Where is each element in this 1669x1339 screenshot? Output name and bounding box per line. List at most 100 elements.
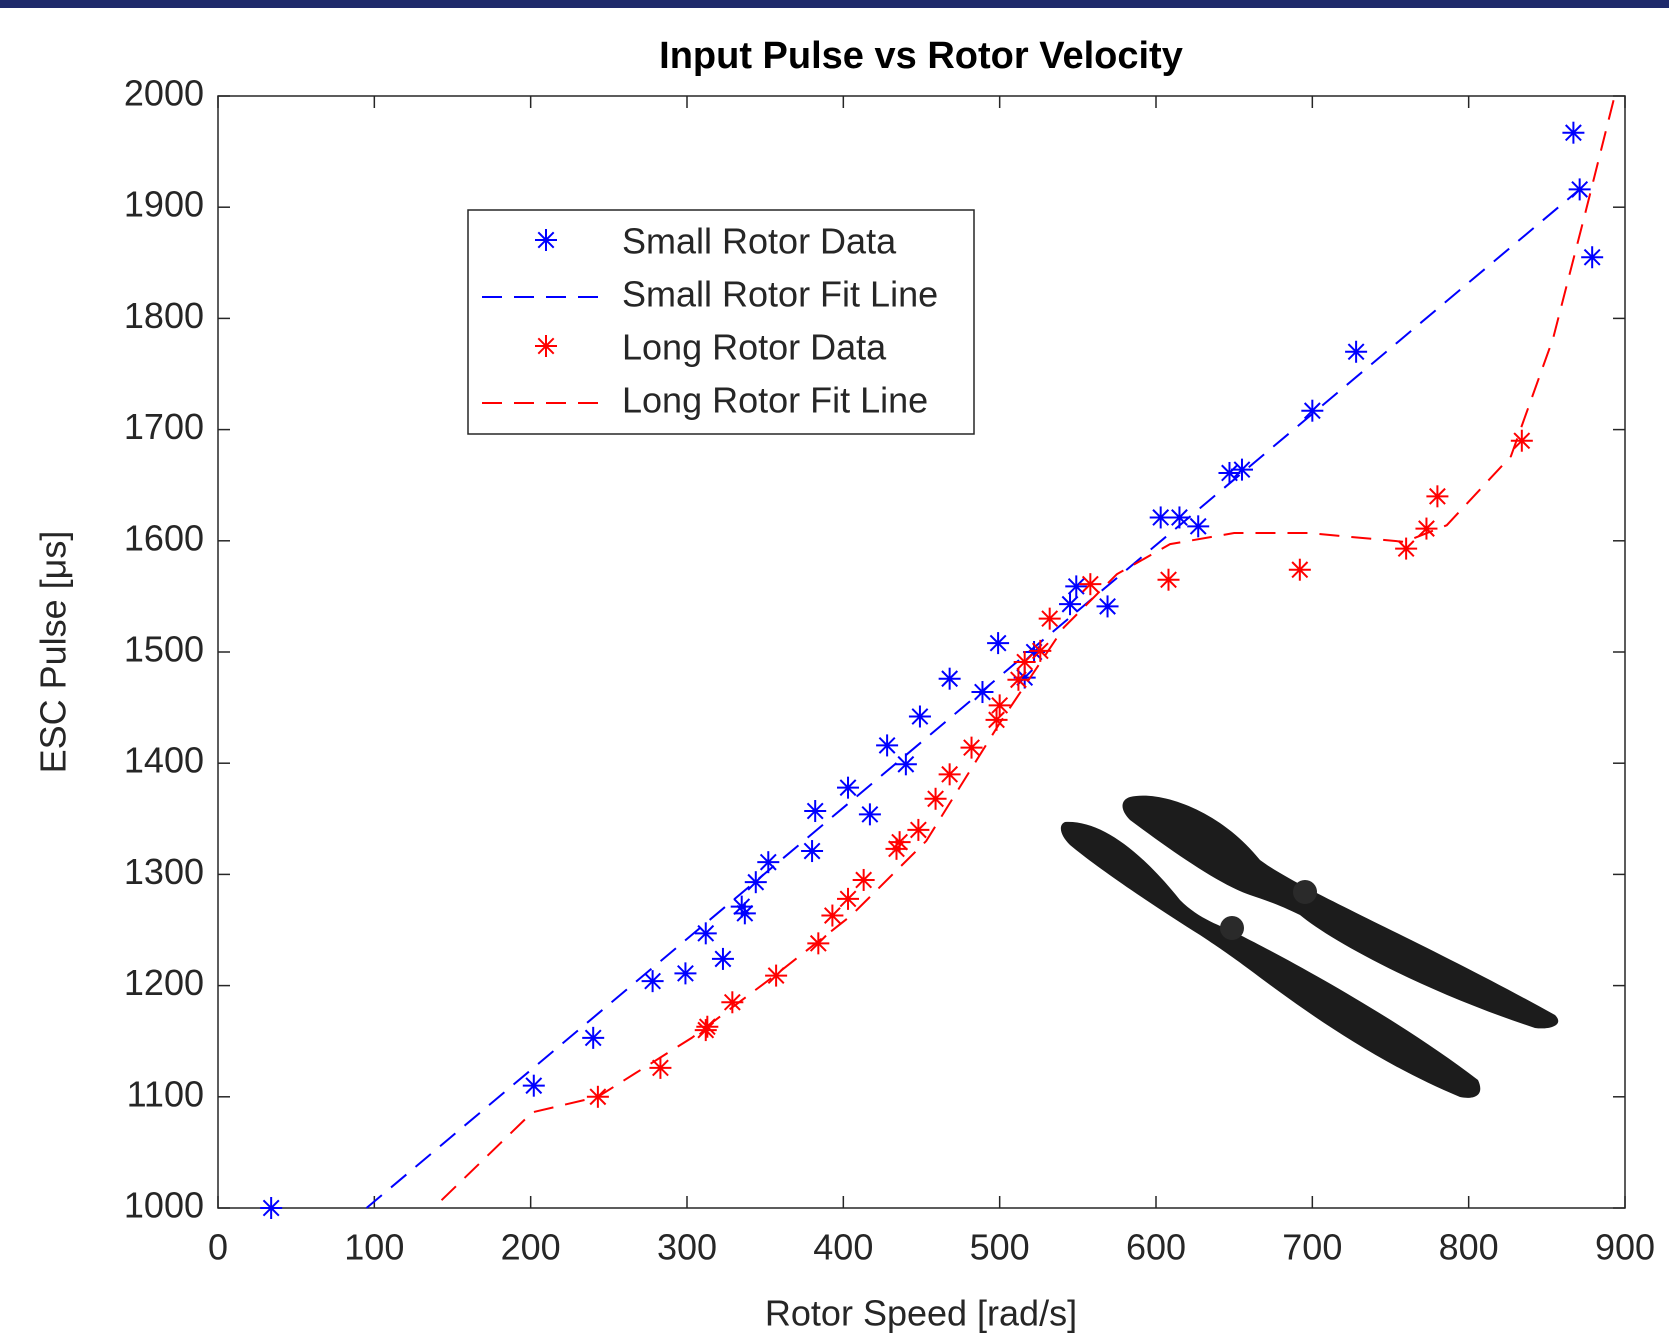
top-bar (0, 0, 1669, 8)
marker-stroke (697, 1021, 715, 1039)
y-axis-label: ESC Pulse [μs] (33, 531, 74, 774)
data-point (876, 734, 899, 757)
data-point (674, 962, 697, 985)
marker-stroke (809, 934, 827, 952)
data-point (1345, 340, 1368, 363)
marker-stroke (1347, 343, 1365, 361)
x-tick-label: 900 (1595, 1227, 1655, 1268)
propeller-image (1060, 795, 1559, 1098)
marker-stroke (806, 802, 824, 820)
data-point (733, 902, 756, 925)
marker-stroke (677, 964, 694, 982)
marker-stroke (927, 790, 944, 808)
marker-stroke (839, 779, 857, 797)
marker-stroke (584, 1029, 602, 1047)
marker-stroke (262, 1199, 280, 1217)
data-point (858, 803, 881, 826)
data-point (852, 868, 875, 891)
y-tick-label: 1000 (124, 1185, 204, 1226)
marker-stroke (891, 833, 909, 851)
marker-stroke (1160, 571, 1177, 589)
data-point (1426, 485, 1449, 508)
y-tick-label: 1800 (124, 295, 204, 336)
data-point (1157, 568, 1180, 591)
marker-stroke (723, 993, 741, 1011)
y-tick-label: 2000 (124, 73, 204, 114)
marker-stroke (1099, 598, 1116, 615)
marker-stroke (1233, 461, 1251, 479)
data-point (938, 763, 961, 786)
data-point (837, 776, 860, 799)
marker-stroke (897, 755, 915, 773)
marker-stroke (1016, 653, 1034, 671)
marker-stroke (697, 924, 715, 942)
y-tick-label: 1400 (124, 740, 204, 781)
marker-stroke (1171, 509, 1188, 526)
marker-stroke (1291, 561, 1309, 579)
x-tick-label: 500 (970, 1227, 1030, 1268)
y-tick-label: 1200 (124, 962, 204, 1003)
data-point (1096, 595, 1119, 618)
marker-stroke (1303, 402, 1321, 420)
y-tick-label: 1300 (124, 851, 204, 892)
marker-stroke (1010, 671, 1027, 689)
legend-label: Long Rotor Fit Line (622, 380, 928, 421)
data-point (804, 800, 827, 823)
data-point (894, 753, 917, 776)
marker-stroke (803, 842, 821, 860)
data-point (1013, 651, 1036, 674)
data-point (1065, 575, 1088, 598)
marker-stroke (736, 904, 754, 922)
data-point (522, 1074, 545, 1097)
data-point (765, 964, 788, 987)
data-point (907, 818, 930, 841)
y-tick-label: 1900 (124, 184, 204, 225)
data-point (1562, 121, 1585, 144)
marker-stroke (1583, 248, 1601, 266)
y-tick-label: 1600 (124, 517, 204, 558)
x-tick-label: 300 (657, 1227, 717, 1268)
data-point (807, 932, 830, 955)
data-point (694, 922, 717, 945)
marker-stroke (1513, 432, 1531, 450)
marker-stroke (733, 898, 751, 916)
marker-stroke (759, 853, 777, 871)
data-point (641, 970, 664, 993)
legend-label: Small Rotor Fit Line (622, 274, 938, 315)
data-point (960, 736, 983, 759)
marker-stroke (1067, 577, 1085, 595)
data-point (582, 1026, 605, 1049)
legend-label: Long Rotor Data (622, 327, 887, 368)
marker-stroke (839, 890, 857, 908)
y-tick-label: 1100 (127, 1073, 204, 1114)
x-tick-label: 100 (344, 1227, 404, 1268)
marker-stroke (989, 634, 1007, 652)
marker-stroke (644, 972, 662, 990)
marker-stroke (911, 708, 929, 725)
marker-stroke (1221, 464, 1238, 482)
data-point (1149, 506, 1172, 529)
data-point (1230, 458, 1253, 481)
marker-stroke (537, 231, 555, 249)
x-tick-label: 400 (813, 1227, 873, 1268)
marker-stroke (1041, 610, 1059, 628)
marker-stroke (991, 696, 1009, 714)
data-point (694, 1019, 717, 1042)
marker-stroke (652, 1059, 669, 1077)
marker-stroke (861, 805, 879, 823)
y-tick-label: 1500 (124, 629, 204, 670)
data-point (888, 831, 911, 854)
data-point (1510, 429, 1533, 452)
marker-stroke (1565, 124, 1582, 142)
marker-stroke (878, 737, 896, 754)
data-point (1079, 573, 1102, 596)
marker-stroke (1016, 669, 1034, 686)
marker-stroke (823, 907, 841, 924)
data-point (1288, 558, 1311, 581)
marker-stroke (525, 1077, 543, 1095)
data-point (1415, 517, 1438, 540)
data-point (837, 887, 860, 910)
legend-marker (535, 335, 557, 357)
data-point (987, 632, 1010, 655)
